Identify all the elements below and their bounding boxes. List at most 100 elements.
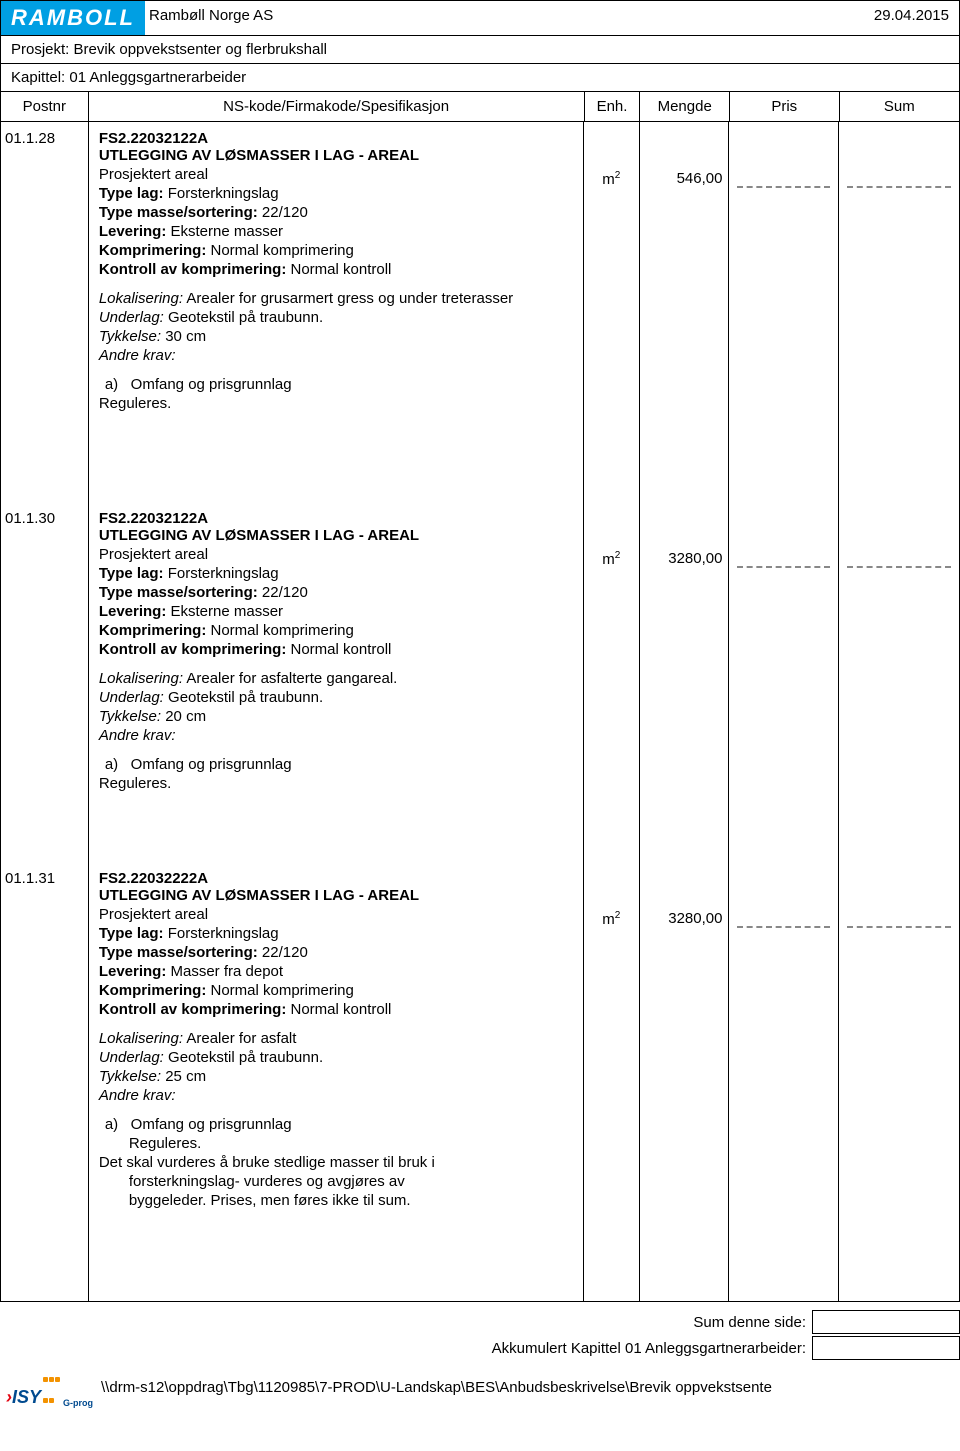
omfang-1: Omfang og prisgrunnlag <box>131 756 292 773</box>
levering-label-0: Levering: <box>99 223 167 240</box>
lok-1: Arealer for asfalterte gangareal. <box>183 670 397 687</box>
omfang-a-2: a) <box>105 1116 118 1133</box>
type-lag-1: Forsterkningslag <box>164 565 279 582</box>
pris-dash-0 <box>729 122 838 502</box>
tykkelse-label-1: Tykkelse: <box>99 708 161 725</box>
type-masse-label-0: Type masse/sortering: <box>99 204 258 221</box>
col-mengde: Mengde <box>640 92 730 121</box>
spec-item-0: FS2.22032122A UTLEGGING AV LØSMASSER I L… <box>89 122 583 502</box>
omfang-a-1: a) <box>105 756 118 773</box>
komp-2: Normal komprimering <box>206 982 354 999</box>
chapter-name: 01 Anleggsgartnerarbeider <box>69 69 246 86</box>
andre-1: Andre krav: <box>99 727 573 744</box>
type-masse-label-1: Type masse/sortering: <box>99 584 258 601</box>
reguleres-1: Reguleres. <box>99 775 573 792</box>
komp-label-0: Komprimering: <box>99 242 207 259</box>
footer-akk-box <box>812 1336 960 1360</box>
tykkelse-label-2: Tykkelse: <box>99 1068 161 1085</box>
title-0: UTLEGGING AV LØSMASSER I LAG - AREAL <box>99 147 573 164</box>
kontroll-label-2: Kontroll av komprimering: <box>99 1001 287 1018</box>
col-enh: Enh. <box>585 92 641 121</box>
underlag-label-0: Underlag: <box>99 309 164 326</box>
kontroll-2: Normal kontroll <box>286 1001 391 1018</box>
type-lag-2: Forsterkningslag <box>164 925 279 942</box>
footer-sum-label: Sum denne side: <box>693 1314 812 1331</box>
project-row: Prosjekt: Brevik oppvekstsenter og flerb… <box>0 35 960 63</box>
areal-1: Prosjektert areal <box>99 546 573 563</box>
postnr-0: 01.1.28 <box>1 122 88 502</box>
levering-0: Eksterne masser <box>166 223 283 240</box>
project-label: Prosjekt: <box>11 41 69 58</box>
type-lag-label-0: Type lag: <box>99 185 164 202</box>
enh-2: m2 <box>584 862 639 936</box>
document-date: 29.04.2015 <box>864 1 959 30</box>
type-masse-2: 22/120 <box>258 944 308 961</box>
enh-column: m2 m2 m2 <box>584 122 640 1301</box>
underlag-label-1: Underlag: <box>99 689 164 706</box>
sum-dash-2 <box>839 862 959 932</box>
postnr-2: 01.1.31 <box>1 862 88 895</box>
andre-2: Andre krav: <box>99 1087 573 1104</box>
sum-dash-1 <box>839 502 959 862</box>
komp-label-1: Komprimering: <box>99 622 207 639</box>
sum-dash-0 <box>839 122 959 502</box>
footer: Sum denne side: Akkumulert Kapittel 01 A… <box>0 1310 960 1360</box>
page: RAMBOLL Rambøll Norge AS 29.04.2015 Pros… <box>0 0 960 1414</box>
spec-item-2: FS2.22032222A UTLEGGING AV LØSMASSER I L… <box>89 862 583 1225</box>
lok-0: Arealer for grusarmert gress og under tr… <box>183 290 513 307</box>
footer-sum-box <box>812 1310 960 1334</box>
enh-1: m2 <box>584 502 639 862</box>
andre-0: Andre krav: <box>99 347 573 364</box>
mengde-2: 3280,00 <box>640 862 729 935</box>
postnr-1: 01.1.30 <box>1 502 88 862</box>
underlag-label-2: Underlag: <box>99 1049 164 1066</box>
spec-column: FS2.22032122A UTLEGGING AV LØSMASSER I L… <box>89 122 584 1301</box>
tykkelse-2: 25 cm <box>161 1068 206 1085</box>
mengde-0: 546,00 <box>640 122 729 502</box>
lok-label-0: Lokalisering: <box>99 290 183 307</box>
tykkelse-0: 30 cm <box>161 328 206 345</box>
kontroll-0: Normal kontroll <box>286 261 391 278</box>
project-name: Brevik oppvekstsenter og flerbrukshall <box>74 41 327 58</box>
footer-akk-label: Akkumulert Kapittel 01 Anleggsgartnerarb… <box>492 1340 812 1357</box>
type-lag-0: Forsterkningslag <box>164 185 279 202</box>
type-masse-label-2: Type masse/sortering: <box>99 944 258 961</box>
reguleres-2: Reguleres. <box>99 1135 573 1152</box>
code-0: FS2.22032122A <box>99 130 573 147</box>
company-name: Rambøll Norge AS <box>145 1 864 30</box>
type-masse-0: 22/120 <box>258 204 308 221</box>
underlag-1: Geotekstil på traubunn. <box>164 689 323 706</box>
sum-column <box>839 122 959 1301</box>
footer-sum-row: Sum denne side: <box>0 1310 960 1334</box>
chapter-label: Kapittel: <box>11 69 65 86</box>
tykkelse-label-0: Tykkelse: <box>99 328 161 345</box>
reguleres-0: Reguleres. <box>99 395 573 412</box>
col-postnr: Postnr <box>1 92 89 121</box>
omfang-0: Omfang og prisgrunnlag <box>131 376 292 393</box>
col-spec: NS-kode/Firmakode/Spesifikasjon <box>89 92 585 121</box>
extra3-2: byggeleder. Prises, men føres ikke til s… <box>99 1192 573 1209</box>
col-pris: Pris <box>730 92 840 121</box>
type-lag-label-2: Type lag: <box>99 925 164 942</box>
omfang-a-0: a) <box>105 376 118 393</box>
omfang-2: Omfang og prisgrunnlag <box>131 1116 292 1133</box>
levering-1: Eksterne masser <box>166 603 283 620</box>
levering-2: Masser fra depot <box>166 963 283 980</box>
body-grid: 01.1.28 01.1.30 01.1.31 FS2.22032122A UT… <box>0 122 960 1302</box>
column-headers: Postnr NS-kode/Firmakode/Spesifikasjon E… <box>0 91 960 122</box>
komp-label-2: Komprimering: <box>99 982 207 999</box>
pris-dash-1 <box>729 502 838 862</box>
isy-text: ISY <box>12 1387 41 1408</box>
underlag-2: Geotekstil på traubunn. <box>164 1049 323 1066</box>
mengde-1: 3280,00 <box>640 502 729 862</box>
lok-label-2: Lokalisering: <box>99 1030 183 1047</box>
title-2: UTLEGGING AV LØSMASSER I LAG - AREAL <box>99 887 573 904</box>
komp-0: Normal komprimering <box>206 242 354 259</box>
isy-dots-icon <box>43 1366 61 1408</box>
code-1: FS2.22032122A <box>99 510 573 527</box>
kontroll-label-0: Kontroll av komprimering: <box>99 261 287 278</box>
pris-dash-2 <box>729 862 838 932</box>
kontroll-1: Normal kontroll <box>286 641 391 658</box>
levering-label-1: Levering: <box>99 603 167 620</box>
footer-path: \\drm-s12\oppdrag\Tbg\1120985\7-PROD\U-L… <box>101 1379 772 1396</box>
